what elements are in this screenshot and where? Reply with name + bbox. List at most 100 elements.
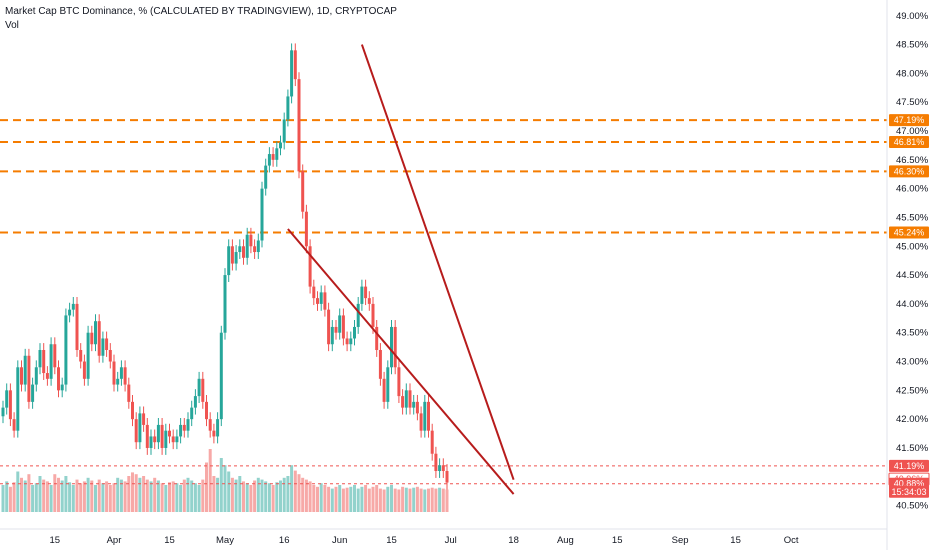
volume-bar (256, 477, 260, 512)
volume-bar (149, 481, 153, 512)
volume-bar (12, 482, 16, 512)
candle-body (108, 350, 112, 362)
volume-bar (393, 488, 397, 512)
volume-bar (397, 489, 401, 512)
volume-bar (31, 485, 35, 512)
volume-bar (245, 483, 249, 512)
candle-body (179, 424, 183, 437)
x-tick-label: 16 (279, 535, 290, 546)
volume-bar (275, 482, 279, 512)
candle-body (31, 384, 35, 402)
candle-body (245, 234, 249, 258)
candle-body (45, 373, 49, 379)
candle-body (219, 332, 223, 420)
candle-body (360, 286, 364, 304)
volume-bar (105, 481, 109, 512)
candle-body (408, 390, 412, 408)
volume-bar (116, 477, 120, 512)
resistance-tag-label: 46.30% (894, 166, 925, 176)
volume-bar (38, 476, 42, 512)
candle-body (208, 419, 212, 431)
candle-body (182, 424, 186, 431)
candle-body (415, 401, 419, 414)
volume-bar (227, 471, 231, 512)
volume-bar (234, 479, 238, 512)
volume-bar (316, 486, 319, 512)
y-tick-label: 47.50% (896, 97, 929, 108)
x-tick-label: 15 (730, 535, 741, 546)
resistance-tag (889, 135, 929, 148)
volume-bar (345, 487, 349, 512)
price-tag-label: 15:34:03 (891, 487, 926, 497)
candle-body (131, 401, 134, 420)
candle-body (16, 367, 20, 431)
volume-bar (230, 477, 234, 512)
y-tick-label: 46.00% (896, 184, 929, 195)
candle-body (105, 338, 109, 350)
volume-bar (319, 483, 323, 512)
candle-body (253, 246, 257, 253)
candle-body (68, 309, 72, 316)
volume-bar (123, 481, 127, 512)
price-axis: 49.00% 48.50% 48.00% 47.50% 47.00% 46.50% 46.0… (896, 11, 929, 512)
candles (1, 43, 449, 490)
volume-bar (308, 481, 312, 512)
candle-body (75, 303, 79, 350)
volume-bar (212, 476, 216, 512)
candle-body (404, 390, 408, 408)
volume-bar (434, 488, 438, 512)
candle-body (312, 286, 316, 299)
volume-bar (5, 481, 9, 512)
candle-body (371, 303, 375, 327)
candle-body (119, 367, 123, 379)
y-tick-label: 41.50% (896, 443, 929, 454)
volume-bar (216, 477, 220, 512)
volume-bar (82, 481, 86, 512)
volume-bar (142, 476, 146, 512)
volume-bar (101, 483, 105, 512)
candle-body (53, 344, 57, 368)
volume-bar (97, 479, 101, 512)
volume-bar (168, 482, 171, 512)
y-tick-label: 46.50% (896, 155, 929, 166)
y-tick-label: 49.00% (896, 11, 929, 22)
volume-bar (353, 485, 356, 512)
volume-bar (71, 485, 75, 512)
volume-bar (360, 486, 364, 512)
candle-body (212, 430, 216, 437)
x-tick-label: Jun (332, 535, 347, 546)
resistance-tag-label: 45.24% (894, 227, 925, 237)
volume-bar (401, 486, 405, 512)
volume-bar (378, 488, 382, 512)
volume-bars (1, 449, 449, 512)
volume-bar (419, 488, 423, 512)
candle-body (216, 419, 220, 437)
candle-body (71, 303, 75, 310)
candle-body (330, 326, 334, 345)
volume-bar (42, 479, 46, 512)
candle-body (12, 419, 16, 431)
volume-bar (20, 477, 23, 512)
candle-body (386, 367, 390, 402)
candle-body (290, 50, 294, 97)
volume-bar (223, 465, 227, 512)
volume-bar (390, 485, 393, 512)
candle-body (427, 401, 430, 431)
volume-bar (205, 462, 208, 512)
candle-body (142, 413, 146, 425)
candle-body (345, 338, 349, 345)
candle-body (282, 119, 286, 143)
price-tags: 47.19%46.81%46.30%45.24%41.19%40.96%40.8… (888, 114, 930, 498)
volume-bar (23, 480, 27, 512)
candle-body (327, 309, 331, 345)
candle-body (127, 384, 131, 402)
candle-body (275, 148, 279, 160)
candle-body (164, 430, 168, 448)
volume-bar (286, 476, 290, 512)
volume-bar (386, 486, 390, 512)
candle-body (338, 315, 342, 333)
chart-title: Market Cap BTC Dominance, % (CALCULATED … (5, 6, 397, 17)
volume-bar (75, 479, 79, 512)
candle-body (242, 246, 245, 258)
